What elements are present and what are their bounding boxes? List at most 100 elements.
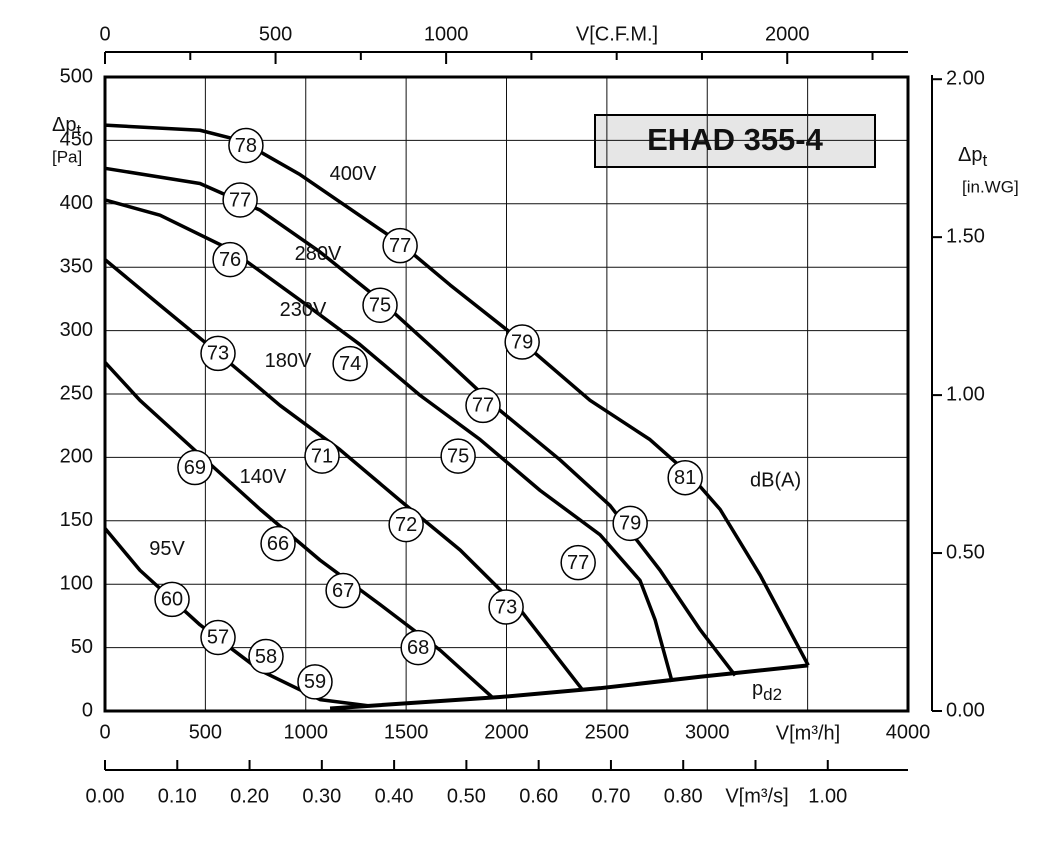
y-tick-label: 200 — [60, 446, 93, 468]
db-marker — [212, 241, 248, 278]
y2-tick-label: 2.00 — [946, 67, 985, 89]
y2-tick-label: 0.00 — [946, 699, 985, 721]
x-tick-label: 1000 — [284, 721, 329, 743]
title-box — [594, 114, 876, 168]
db-marker — [612, 505, 648, 542]
curve-label-name: 140V — [240, 466, 287, 488]
curve-label: 280V — [295, 243, 342, 265]
db-marker — [297, 664, 333, 700]
curve-label: 95V — [149, 538, 185, 560]
curve-label-name: p — [752, 678, 763, 700]
db-label: 71 — [311, 445, 333, 467]
db-label: 78 — [235, 135, 257, 157]
y-tick-label: 300 — [60, 319, 93, 341]
db-marker — [465, 387, 501, 424]
db-label: 69 — [184, 457, 206, 479]
db-unit: dB(A) — [750, 469, 801, 491]
db-marker — [200, 335, 236, 372]
db-label: 81 — [674, 467, 696, 489]
db-label: 76 — [219, 249, 241, 271]
y-tick-label: 350 — [60, 255, 93, 277]
x2-tick-label: 0 — [99, 23, 110, 45]
x3-tick-label: 0.80 — [664, 785, 703, 807]
db-marker — [488, 589, 524, 625]
db-marker — [388, 506, 424, 543]
db-marker — [177, 449, 213, 486]
db-label: 75 — [369, 295, 391, 317]
y-axis-label-sub: t — [76, 121, 81, 140]
db-marker — [222, 182, 258, 218]
db-marker — [504, 324, 540, 360]
y2-tick-label: 1.00 — [946, 383, 985, 405]
db-marker — [304, 438, 340, 474]
x-tick-label: 2500 — [585, 721, 630, 743]
y2-axis-unit: [in.WG] — [962, 177, 1019, 196]
x-tick-label: 2000 — [484, 721, 529, 743]
x2-tick-label: 2000 — [765, 23, 810, 45]
db-label: 59 — [304, 671, 326, 693]
x3-tick-label: 0.00 — [86, 785, 125, 807]
fan-curve — [104, 166, 737, 677]
x2-tick-label: 1000 — [424, 23, 469, 45]
curve-label: 140V — [240, 466, 287, 488]
db-label: 77 — [229, 189, 251, 211]
curve-label: pd2 — [752, 678, 782, 704]
x3-tick-label: 0.30 — [302, 785, 341, 807]
x3-axis-label: V[m³/s] — [725, 785, 788, 807]
db-label: 57 — [207, 627, 229, 649]
db-marker — [667, 459, 703, 496]
db-label: 72 — [395, 514, 417, 536]
db-marker — [332, 345, 368, 382]
y2-tick-label: 1.50 — [946, 225, 985, 247]
x-tick-label: 3000 — [685, 721, 730, 743]
db-marker — [200, 619, 236, 656]
db-label: 60 — [161, 589, 183, 611]
db-label: 73 — [207, 343, 229, 365]
x3-tick-label: 0.70 — [591, 785, 630, 807]
y-axis-label-main: Δp — [52, 114, 76, 136]
y-tick-label: 500 — [60, 65, 93, 87]
db-label: 68 — [407, 637, 429, 659]
db-label: 73 — [495, 596, 517, 618]
x-tick-label: 4000 — [886, 721, 931, 743]
chart-title: EHAD 355-4 — [647, 122, 823, 157]
x3-tick-label: 0.50 — [447, 785, 486, 807]
db-label: 58 — [255, 646, 277, 668]
y2-axis-label: Δpt — [958, 144, 987, 170]
db-label: 79 — [511, 331, 533, 353]
y-tick-label: 450 — [60, 129, 93, 151]
db-label: 75 — [447, 445, 469, 467]
x3-tick-label: 0.40 — [375, 785, 414, 807]
curve-label: 400V — [330, 163, 377, 185]
db-marker — [440, 438, 476, 474]
x3-tick-label: 1.00 — [808, 785, 847, 807]
db-marker — [362, 287, 398, 323]
y-tick-label: 150 — [60, 509, 93, 531]
x3-tick-label: 0.20 — [230, 785, 269, 807]
fan-curve — [104, 198, 674, 683]
x-tick-label: 500 — [189, 721, 222, 743]
x3-tick-label: 0.60 — [519, 785, 558, 807]
db-label: 77 — [472, 395, 494, 417]
db-marker — [382, 227, 418, 264]
x-tick-label: 0 — [99, 721, 110, 743]
db-marker — [400, 629, 436, 666]
db-marker — [228, 127, 264, 164]
db-label: 79 — [619, 513, 641, 535]
curve-label-sub: d2 — [763, 685, 782, 704]
db-marker — [154, 581, 190, 618]
db-label: 74 — [339, 353, 361, 375]
db-marker — [260, 525, 296, 562]
curve-label: 230V — [280, 299, 327, 321]
y2-tick-label: 0.50 — [946, 541, 985, 563]
db-label: 66 — [267, 533, 289, 555]
curve-label-name: 230V — [280, 299, 327, 321]
y-tick-label: 50 — [71, 636, 93, 658]
y2-axis-label-sub: t — [982, 151, 987, 170]
db-marker — [248, 638, 284, 675]
x2-axis-label: V[C.F.M.] — [576, 23, 658, 45]
curve-label: 180V — [265, 350, 312, 372]
y2-axis-label-main: Δp — [958, 144, 982, 166]
